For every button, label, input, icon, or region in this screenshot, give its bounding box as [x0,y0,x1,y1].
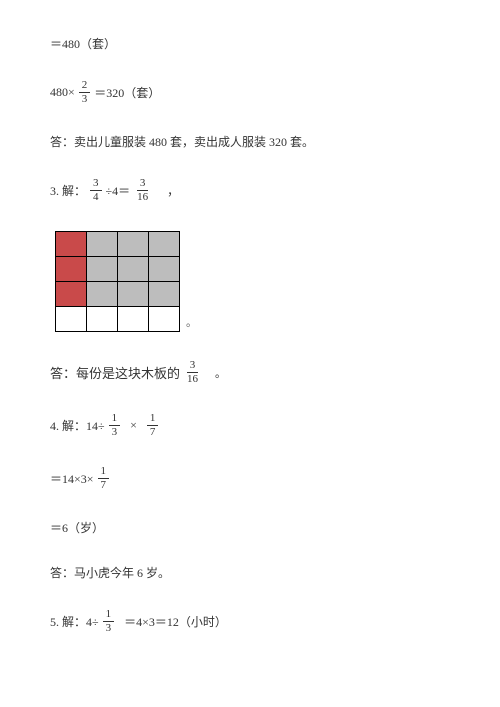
numerator: 3 [187,360,199,373]
fraction: 3 16 [184,360,201,385]
numerator: 2 [79,80,91,93]
text-post: ＝320（套） [94,84,160,101]
text-post: ＝4×3＝12（小时） [124,613,227,630]
denominator: 3 [109,426,121,438]
grid-cell [118,232,149,257]
text-post: ， [167,182,179,199]
fraction: 2 3 [79,80,91,105]
line-3-answer: 答：卖出儿童服装 480 套，卖出成人服装 320 套。 [50,133,460,150]
text-pre: 480× [50,85,75,100]
line-4: 3. 解： 3 4 ÷4＝ 3 16 ， [50,178,460,203]
grid-cell [56,232,87,257]
grid-cell [56,282,87,307]
fraction-1: 1 3 [109,413,121,438]
grid-cell [87,282,118,307]
grid-row [56,257,180,282]
denominator: 3 [103,622,115,634]
grid-cell [149,282,180,307]
text-post: 。 [215,365,226,381]
grid-cell [118,282,149,307]
numerator: 3 [90,178,102,191]
grid-diagram: 。 [55,231,460,332]
line-9-answer: 答：马小虎今年 6 岁。 [50,564,460,581]
line-8: ＝6（岁） [50,519,460,536]
fraction-2: 3 16 [134,178,151,203]
text-mid: × [130,418,137,433]
fraction: 1 3 [103,609,115,634]
text-pre: 答：每份是这块木板的 [50,363,180,382]
grid-cell [149,257,180,282]
grid-row [56,307,180,332]
grid-cell [87,307,118,332]
line-1: ＝480（套） [50,35,460,52]
denominator: 7 [98,479,110,491]
line-5-answer: 答：每份是这块木板的 3 16 。 [50,360,460,385]
grid-cell [149,307,180,332]
text: ＝6（岁） [50,519,104,536]
text-mid: ÷4＝ [106,182,131,199]
grid-table [55,231,180,332]
numerator: 1 [103,609,115,622]
grid-row [56,282,180,307]
denominator: 3 [79,93,91,105]
diagram-trailing: 。 [186,314,197,332]
line-7: ＝14×3× 1 7 [50,466,460,491]
numerator: 1 [109,413,121,426]
grid-cell [118,257,149,282]
grid-row [56,232,180,257]
page-content: ＝480（套） 480× 2 3 ＝320（套） 答：卖出儿童服装 480 套，… [0,0,500,662]
grid-cell [87,257,118,282]
line-6: 4. 解：14÷ 1 3 × 1 7 [50,413,460,438]
text-pre: 5. 解：4÷ [50,613,99,630]
line-2: 480× 2 3 ＝320（套） [50,80,460,105]
line-10: 5. 解：4÷ 1 3 ＝4×3＝12（小时） [50,609,460,634]
grid-cell [56,307,87,332]
denominator: 4 [90,191,102,203]
text: 答：马小虎今年 6 岁。 [50,564,170,581]
text: ＝480（套） [50,35,116,52]
grid-cell [149,232,180,257]
grid-cell [118,307,149,332]
fraction: 1 7 [98,466,110,491]
denominator: 16 [184,373,201,385]
numerator: 3 [137,178,149,191]
text-pre: 3. 解： [50,182,86,199]
fraction-2: 1 7 [147,413,159,438]
text-pre: ＝14×3× [50,470,94,487]
fraction-1: 3 4 [90,178,102,203]
numerator: 1 [98,466,110,479]
denominator: 16 [134,191,151,203]
text-pre: 4. 解：14÷ [50,417,105,434]
grid-cell [87,232,118,257]
text: 答：卖出儿童服装 480 套，卖出成人服装 320 套。 [50,133,314,150]
grid-cell [56,257,87,282]
denominator: 7 [147,426,159,438]
numerator: 1 [147,413,159,426]
